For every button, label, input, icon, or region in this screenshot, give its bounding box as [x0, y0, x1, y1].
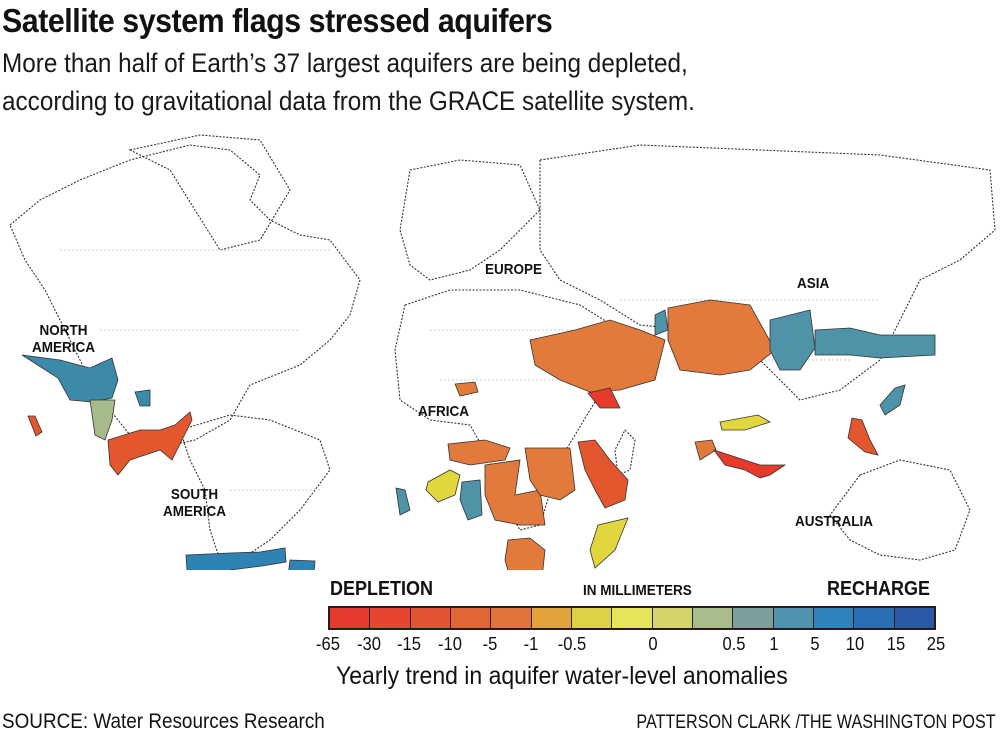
aquifer-angara-lena[interactable] [769, 309, 816, 371]
aquifer-northern-great-plains[interactable] [21, 354, 119, 403]
aquifer-song-liao[interactable] [879, 384, 906, 416]
aquifer-nubian[interactable] [524, 447, 576, 501]
aquifer-west-siberian[interactable] [667, 299, 776, 376]
legend-tick: 5 [809, 634, 820, 654]
label-australia: AUSTRALIA [795, 513, 874, 530]
label-north-america-line2: AMERICA [32, 339, 95, 356]
aquifer-yakut[interactable] [814, 327, 936, 359]
aquifer-caspian-basin[interactable] [587, 387, 621, 409]
label-north-america-line1: NORTH [39, 322, 88, 339]
legend-depletion-label: DEPLETION [330, 578, 434, 600]
legend-recharge-label: RECHARGE [827, 578, 931, 600]
aquifer-taoudeni[interactable] [425, 469, 461, 503]
subtitle-line-1: More than half of Earth’s 37 largest aqu… [2, 48, 688, 78]
author-credit: PATTERSON CLARK /THE WASHINGTON POST [636, 712, 996, 733]
legend-swatch [692, 608, 734, 628]
legend-swatch [854, 608, 895, 628]
label-europe: EUROPE [485, 261, 543, 278]
aquifer-high-plains[interactable] [89, 399, 116, 441]
aquifer-senegalo-mauritanian[interactable] [395, 487, 411, 516]
legend-swatch [612, 608, 653, 628]
legend-color-bar [328, 606, 936, 630]
world-map: NORTH AMERICA SOUTH AMERICA EUROPE AFRIC… [0, 130, 1000, 570]
source-credit: SOURCE: Water Resources Research [2, 710, 325, 733]
legend-swatch [330, 608, 371, 628]
aquifers [21, 299, 936, 570]
legend-tick: -15 [397, 634, 421, 654]
legend-swatch [370, 608, 411, 628]
legend-tick: -5 [482, 634, 498, 654]
aquifer-congo[interactable] [504, 537, 546, 570]
world-map-svg [9, 134, 996, 570]
legend-caption: Yearly trend in aquifer water-level anom… [336, 662, 788, 690]
legend-swatch [733, 608, 774, 628]
legend-swatch [571, 608, 613, 628]
subtitle: More than half of Earth’s 37 largest aqu… [2, 44, 695, 120]
legend-tick: 0 [647, 634, 658, 654]
aquifer-gulf-coastal-plains[interactable] [107, 411, 193, 476]
aquifer-murzuk-chad[interactable] [484, 459, 546, 526]
aquifer-north-america-small[interactable] [134, 389, 151, 407]
aquifer-tarim[interactable] [719, 414, 771, 431]
aquifer-north-china-plain[interactable] [847, 417, 879, 456]
legend-swatch [410, 608, 451, 628]
legend-tick: 10 [845, 634, 865, 654]
aquifer-amazon-basin[interactable] [185, 547, 287, 570]
page-title: Satellite system flags stressed aquifers [2, 2, 553, 39]
aquifer-tunguss[interactable] [654, 309, 669, 336]
aquifer-arabian[interactable] [577, 439, 629, 509]
label-south-america-line1: SOUTH [170, 486, 219, 503]
legend-tick: -10 [437, 634, 462, 654]
aquifer-nw-sahara[interactable] [447, 439, 511, 466]
label-south-america: SOUTH AMERICA [163, 486, 226, 520]
aquifer-indus[interactable] [694, 439, 717, 461]
legend-tick: 0.5 [721, 634, 746, 654]
label-asia: ASIA [797, 275, 830, 292]
legend-tick: -65 [316, 634, 340, 654]
legend-swatch [813, 608, 855, 628]
legend-tick: -0.5 [557, 634, 586, 654]
legend-swatch [531, 608, 572, 628]
aquifer-russian-platform[interactable] [529, 319, 666, 393]
aquifer-central-valley[interactable] [27, 415, 43, 437]
legend-swatch [491, 608, 532, 628]
color-legend: DEPLETION IN MILLIMETERS RECHARGE -65 -30… [300, 572, 960, 702]
aquifer-iullemeden[interactable] [459, 479, 483, 521]
aquifer-ogaden-juba[interactable] [589, 517, 629, 569]
label-africa: AFRICA [418, 403, 470, 420]
legend-ticks: -65 -30 -15 -10 -5 -1 -0.5 0 0.5 1 5 10 15 25 [300, 634, 960, 658]
legend-swatch [450, 608, 492, 628]
subtitle-line-2: according to gravitational data from the… [2, 86, 695, 116]
legend-swatch [894, 608, 934, 628]
aquifer-maranhao-basin[interactable] [288, 559, 316, 570]
legend-tick: 15 [886, 634, 905, 654]
aquifer-ganges[interactable] [712, 449, 787, 479]
legend-tick: 25 [926, 634, 946, 654]
label-south-america-line2: AMERICA [163, 503, 226, 520]
legend-swatch [773, 608, 814, 628]
label-north-america: NORTH AMERICA [32, 322, 95, 356]
legend-tick: -1 [523, 634, 539, 654]
legend-tick: 1 [769, 634, 779, 654]
legend-swatch [652, 608, 693, 628]
legend-unit-label: IN MILLIMETERS [583, 582, 692, 599]
legend-tick: -30 [356, 634, 381, 654]
aquifer-paris-basin[interactable] [454, 381, 479, 397]
